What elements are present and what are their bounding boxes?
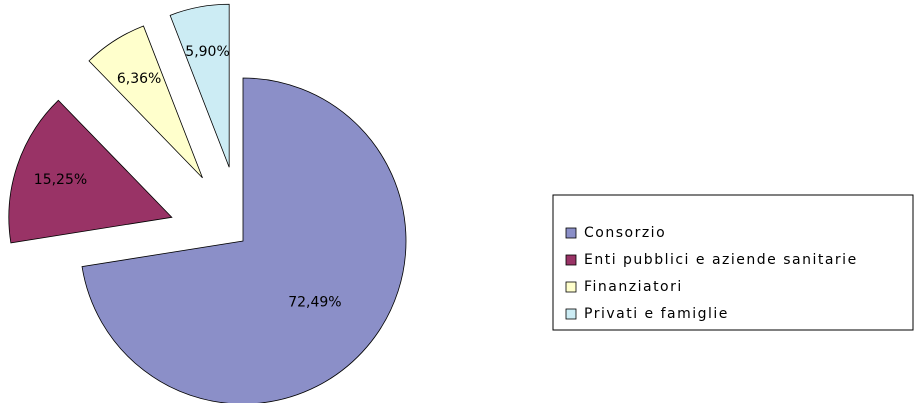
legend-label: Privati e famiglie — [584, 306, 729, 322]
data-label: 15,25% — [34, 172, 87, 188]
legend-label: Enti pubblici e aziende sanitarie — [584, 252, 858, 268]
legend-label: Finanziatori — [584, 279, 683, 295]
legend-swatch — [565, 308, 577, 320]
pie-slice — [88, 25, 203, 179]
data-label: 5,90% — [185, 44, 229, 60]
legend-box — [552, 194, 914, 331]
pie-slice — [8, 99, 173, 244]
legend-swatch — [565, 254, 577, 266]
data-label: 6,36% — [117, 71, 161, 87]
pie-slice — [169, 3, 230, 168]
pie-slice — [81, 77, 407, 403]
data-label: 72,49% — [288, 294, 341, 310]
legend-swatch — [565, 281, 577, 293]
legend-swatch — [565, 227, 577, 239]
legend: Consorzio Enti pubblici e aziende sanitar… — [565, 225, 858, 322]
pie: 72,49% 15,25% 6,36% 5,90% — [8, 3, 407, 403]
legend-label: Consorzio — [584, 225, 666, 241]
